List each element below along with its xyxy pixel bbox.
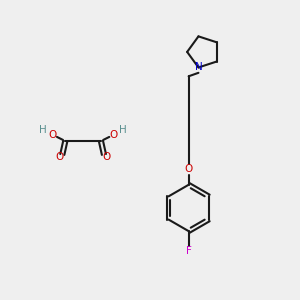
Text: N: N <box>195 62 202 73</box>
Text: O: O <box>102 152 110 162</box>
Text: O: O <box>49 130 57 140</box>
Text: H: H <box>39 125 47 135</box>
Text: F: F <box>186 246 192 256</box>
Text: H: H <box>119 125 127 135</box>
Text: O: O <box>184 164 193 174</box>
Text: O: O <box>109 130 118 140</box>
Text: O: O <box>56 152 64 162</box>
